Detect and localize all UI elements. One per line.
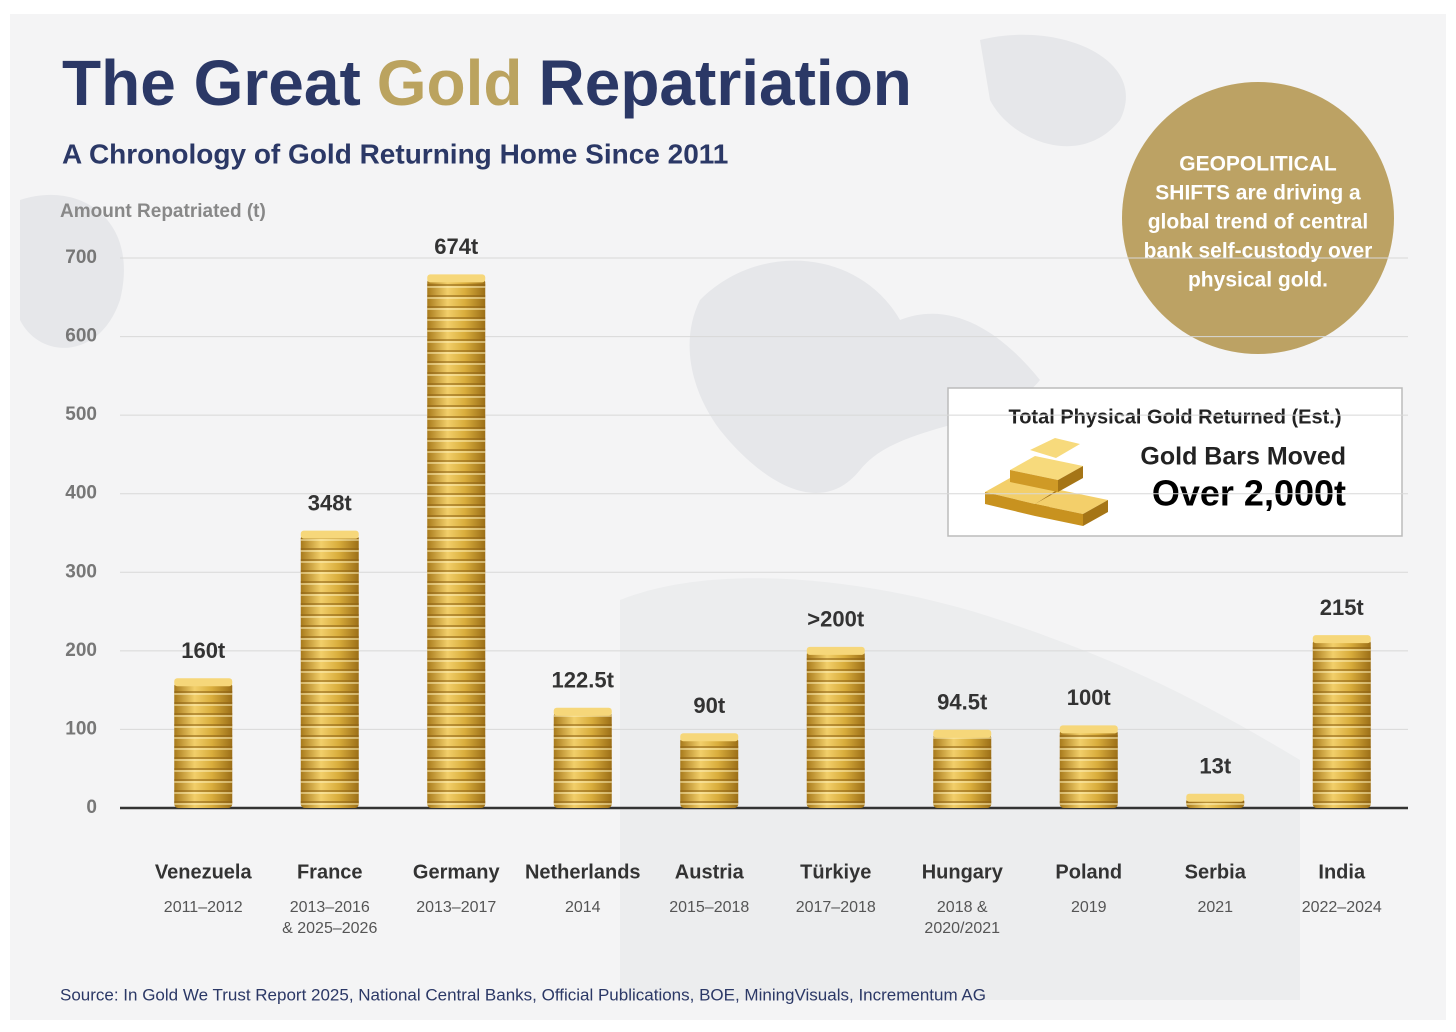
title-part: The Great — [62, 47, 361, 119]
y-tick-label: 0 — [86, 797, 97, 818]
bar-stripes — [553, 711, 612, 808]
period-label: 2013–2016 — [290, 899, 370, 916]
bar-top — [1312, 635, 1371, 644]
annotation-line: SHIFTS are driving a — [1155, 182, 1361, 205]
value-label: 122.5t — [552, 668, 615, 693]
period-label: 2013–2017 — [416, 899, 496, 916]
callout-label: Gold Bars Moved — [1140, 443, 1346, 471]
y-tick-label: 600 — [65, 326, 97, 347]
bar-top — [553, 707, 612, 716]
y-tick-label: 100 — [65, 718, 97, 739]
bar-stripes — [174, 682, 233, 808]
period-label: 2015–2018 — [669, 899, 749, 916]
y-tick-label: 500 — [65, 404, 97, 425]
bar-top — [806, 646, 865, 655]
bar-stripes — [680, 737, 739, 808]
bar-top — [174, 678, 233, 687]
annotation-line: physical gold. — [1188, 269, 1328, 292]
x-tick-label: Poland — [1055, 861, 1122, 883]
bar-top — [680, 733, 739, 742]
y-axis-label: Amount Repatriated (t) — [60, 201, 266, 222]
value-label: 674t — [434, 234, 479, 259]
callout-heading: Total Physical Gold Returned (Est.) — [1008, 406, 1341, 428]
bar-stripes — [1059, 729, 1118, 808]
x-tick-label: France — [297, 861, 363, 883]
annotation-line: global trend of central — [1148, 211, 1369, 234]
value-label: 13t — [1199, 754, 1231, 779]
value-label: 90t — [693, 693, 725, 718]
x-tick-label: Türkiye — [800, 861, 871, 883]
value-label: 215t — [1320, 595, 1365, 620]
period-label: 2021 — [1197, 899, 1233, 916]
x-tick-label: Hungary — [922, 861, 1004, 883]
x-tick-label: Austria — [675, 861, 745, 883]
bar-stripes — [1312, 639, 1371, 808]
value-label: 100t — [1067, 685, 1112, 710]
value-label: 94.5t — [937, 690, 988, 715]
bar-top — [933, 729, 992, 738]
bar-stripes — [806, 650, 865, 808]
value-label: 160t — [181, 638, 226, 663]
period-label: 2011–2012 — [164, 899, 243, 916]
value-label: >200t — [807, 607, 865, 632]
x-tick-label: Germany — [413, 861, 501, 883]
period-label: 2014 — [565, 899, 601, 916]
y-tick-label: 400 — [65, 483, 97, 504]
period-label: 2019 — [1071, 899, 1107, 916]
bar-top — [300, 530, 359, 539]
bar-stripes — [933, 733, 992, 808]
y-tick-label: 700 — [65, 247, 97, 268]
callout-value: Over 2,000t — [1152, 473, 1346, 514]
period-label: 2022–2024 — [1302, 899, 1382, 916]
annotation-line: bank self-custody over — [1144, 240, 1373, 263]
chart-title: The Great Gold Repatriation — [62, 47, 912, 119]
bar-stripes — [427, 278, 486, 808]
x-tick-label: Serbia — [1185, 861, 1247, 883]
y-tick-label: 300 — [65, 561, 97, 582]
chart-subtitle: A Chronology of Gold Returning Home Sinc… — [62, 138, 728, 169]
period-label: & 2025–2026 — [282, 920, 377, 937]
bar-stripes — [300, 534, 359, 808]
source-note: Source: In Gold We Trust Report 2025, Na… — [60, 985, 986, 1004]
period-label: 2020/2021 — [924, 920, 1000, 937]
value-label: 348t — [308, 490, 353, 515]
bar-top — [1186, 793, 1245, 802]
bar-top — [1059, 725, 1118, 734]
annotation-line: GEOPOLITICAL — [1179, 153, 1337, 176]
title-part: Gold — [377, 47, 523, 119]
y-tick-label: 200 — [65, 640, 97, 661]
x-tick-label: Venezuela — [155, 861, 253, 883]
x-tick-label: Netherlands — [525, 861, 641, 883]
x-tick-label: India — [1318, 861, 1366, 883]
title-part: Repatriation — [539, 47, 912, 119]
annotation-circle — [1122, 82, 1394, 354]
bar-top — [427, 274, 486, 283]
gold-icon — [985, 438, 1108, 526]
period-label: 2018 & — [937, 899, 988, 916]
period-label: 2017–2018 — [796, 899, 876, 916]
